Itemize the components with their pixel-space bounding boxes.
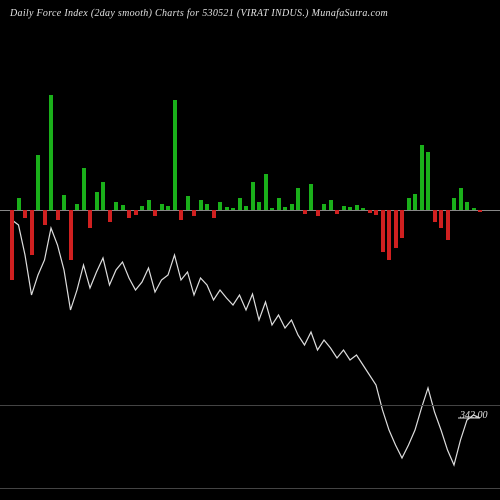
force-bar-down <box>381 210 385 252</box>
force-bar-up <box>36 155 40 210</box>
force-bar-up <box>251 182 255 210</box>
force-bar-up <box>225 207 229 210</box>
force-bar-up <box>147 200 151 210</box>
force-bar-up <box>95 192 99 210</box>
force-bar-down <box>192 210 196 216</box>
force-bar-down <box>387 210 391 260</box>
force-bar-down <box>127 210 131 218</box>
force-bar-up <box>75 204 79 210</box>
force-bar-up <box>17 198 21 210</box>
force-bar-down <box>179 210 183 220</box>
force-bar-up <box>426 152 430 210</box>
separator-line <box>0 488 500 489</box>
force-bar-up <box>205 204 209 210</box>
force-bar-down <box>316 210 320 216</box>
force-bar-down <box>446 210 450 240</box>
force-bar-down <box>43 210 47 225</box>
force-bar-down <box>108 210 112 222</box>
force-bar-up <box>290 204 294 210</box>
force-bar-up <box>121 205 125 210</box>
force-bar-up <box>199 200 203 210</box>
force-bar-up <box>296 188 300 210</box>
force-bar-down <box>212 210 216 218</box>
force-bar-up <box>173 100 177 210</box>
force-bar-down <box>433 210 437 222</box>
force-bar-up <box>420 145 424 210</box>
force-bar-up <box>465 202 469 210</box>
force-bar-up <box>270 208 274 210</box>
force-bar-up <box>257 202 261 210</box>
separator-line <box>0 405 500 406</box>
force-bar-up <box>49 95 53 210</box>
force-bar-down <box>368 210 372 213</box>
force-bar-up <box>361 208 365 210</box>
force-bar-down <box>134 210 138 215</box>
force-bar-up <box>322 204 326 210</box>
force-bar-up <box>348 207 352 210</box>
force-bar-down <box>88 210 92 228</box>
force-bar-up <box>413 194 417 210</box>
force-bar-up <box>244 206 248 210</box>
force-bar-up <box>264 174 268 210</box>
force-bar-up <box>329 200 333 210</box>
force-bar-up <box>459 188 463 210</box>
force-bar-down <box>10 210 14 280</box>
force-bar-down <box>374 210 378 215</box>
force-bar-up <box>160 204 164 210</box>
force-bar-up <box>101 182 105 210</box>
force-bar-down <box>478 210 482 212</box>
force-bar-down <box>439 210 443 228</box>
force-bar-down <box>23 210 27 218</box>
force-bar-up <box>238 198 242 210</box>
price-line <box>0 30 500 490</box>
force-bar-down <box>394 210 398 248</box>
chart-area: 342.00 <box>0 30 500 490</box>
force-bar-up <box>452 198 456 210</box>
force-bar-up <box>355 205 359 210</box>
force-bar-up <box>166 206 170 210</box>
force-bar-up <box>407 198 411 210</box>
force-bar-up <box>231 208 235 210</box>
force-bar-down <box>335 210 339 214</box>
force-bar-up <box>82 168 86 210</box>
force-bar-up <box>309 184 313 210</box>
force-bar-down <box>303 210 307 214</box>
price-label: 342.00 <box>460 410 488 421</box>
force-bar-up <box>283 207 287 210</box>
force-bar-down <box>400 210 404 238</box>
force-bar-up <box>342 206 346 210</box>
force-bar-down <box>153 210 157 216</box>
force-bar-up <box>62 195 66 210</box>
force-bar-up <box>277 198 281 210</box>
chart-header: Daily Force Index (2day smooth) Charts f… <box>0 0 500 27</box>
force-bar-down <box>30 210 34 255</box>
force-bar-up <box>114 202 118 210</box>
force-bar-down <box>56 210 60 220</box>
force-bar-down <box>69 210 73 260</box>
force-bar-up <box>218 202 222 210</box>
force-bar-up <box>140 206 144 210</box>
force-bar-up <box>472 208 476 210</box>
force-bar-up <box>186 196 190 210</box>
